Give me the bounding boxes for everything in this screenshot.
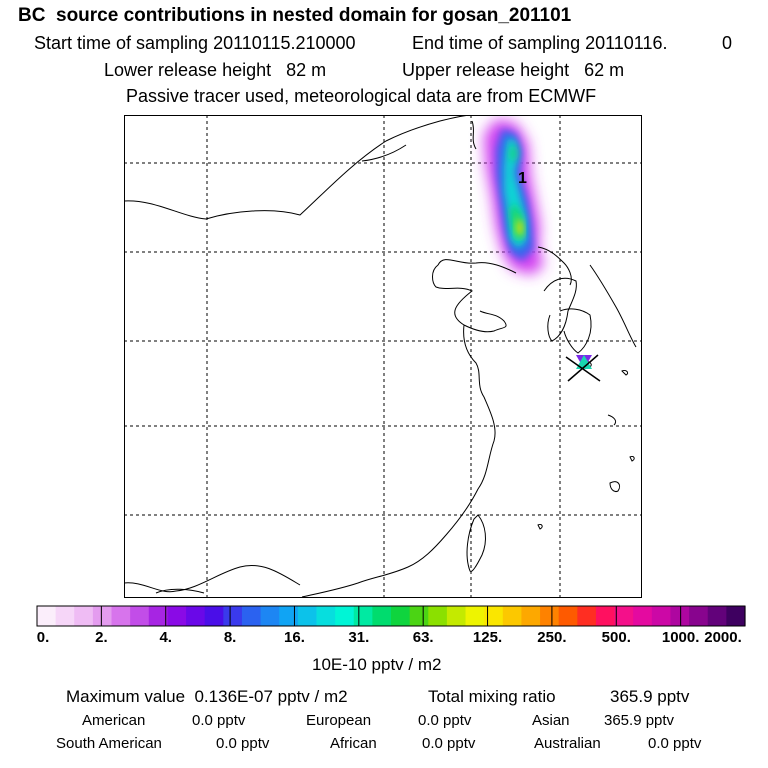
colorbar-segment [446,606,467,626]
colorbar-segment [297,606,318,626]
colorbar-tick-label: 125. [472,629,503,646]
colorbar-tick-label: 4. [159,629,172,646]
region-name: South American [56,735,162,752]
colorbar-segment [74,606,94,626]
colorbar-segment [55,606,75,626]
colorbar-tick-label: 2000. [704,629,742,646]
tracer-info-text: Passive tracer used, meteorological data… [126,86,597,106]
colorbar-segment [577,606,597,626]
map-plot: 1 [124,115,642,598]
colorbar-segment [260,606,280,626]
region-value: 365.9 pptv [604,712,675,729]
colorbar-segment [37,606,57,626]
coastlines [124,115,637,598]
colorbar-segment [409,606,429,626]
colorbar-tick-label: 0. [36,629,50,646]
colorbar-segment [521,606,541,626]
colorbar-segment [372,606,392,626]
start-sampling-text: Start time of sampling 20110115.210000 [34,33,356,53]
receptor-marker [565,354,601,382]
colorbar [36,605,746,627]
colorbar-segment [111,606,131,626]
map-annotation-label: 1 [518,170,527,187]
maximum-value-text: Maximum value 0.136E-07 pptv / m2 [66,687,348,706]
upper-release-text: Upper release height 62 m [402,60,625,80]
region-value: 0.0 pptv [422,735,476,752]
colorbar-segment [148,606,169,626]
region-name: Asian [532,712,570,729]
colorbar-segment [223,606,243,626]
colorbar-segment [92,606,113,626]
colorbar-segment [502,606,523,626]
colorbar-segment [167,606,187,626]
colorbar-frame [36,605,746,627]
chart-title: BC source contributions in nested domain… [18,5,572,26]
colorbar-segment [614,606,634,626]
region-value: 0.0 pptv [192,712,246,729]
colorbar-tick-label: 500. [601,629,631,646]
colorbar-segment [484,606,504,626]
colorbar-segment [335,606,355,626]
colorbar-tick-label: 1000. [661,629,700,646]
colorbar-segment [689,606,709,626]
total-mixing-value: 365.9 pptv [610,687,690,706]
lower-release-text: Lower release height 82 m [104,60,327,80]
colorbar-tick-label: 31. [348,629,370,646]
colorbar-segment [540,606,560,626]
colorbar-segment [316,606,336,626]
end-sampling-text: End time of sampling 20110116. [412,33,668,53]
region-name: American [82,712,146,729]
colorbar-segment [465,606,485,626]
colorbar-segment [241,606,262,626]
map-grid [124,115,642,598]
colorbar-tick-label: 16. [284,629,305,646]
colorbar-tick-label: 250. [537,629,567,646]
region-name: African [330,735,377,752]
colorbar-segment [633,606,653,626]
colorbar-segment [595,606,616,626]
colorbar-segment [279,606,299,626]
colorbar-tick-label: 8. [223,629,237,646]
colorbar-segment [391,606,411,626]
colorbar-segment [670,606,690,626]
colorbar-units: 10E-10 pptv / m2 [312,655,442,674]
colorbar-segment [186,606,206,626]
colorbar-segment [204,606,224,626]
colorbar-segment [707,606,727,626]
colorbar-tick-label: 2. [95,629,108,646]
end-sampling-suffix: 0 [722,33,733,53]
colorbar-segment [428,606,448,626]
region-value: 0.0 pptv [216,735,270,752]
colorbar-segment [130,606,150,626]
region-name: Australian [534,735,601,752]
region-name: European [306,712,372,729]
colorbar-segment [651,606,672,626]
colorbar-segment [558,606,578,626]
total-mixing-label: Total mixing ratio [428,687,556,706]
colorbar-segment [726,606,746,626]
colorbar-segment [353,606,373,626]
region-value: 0.0 pptv [418,712,472,729]
source-plume [484,119,544,275]
colorbar-tick-label: 63. [412,629,434,646]
region-value: 0.0 pptv [648,735,702,752]
